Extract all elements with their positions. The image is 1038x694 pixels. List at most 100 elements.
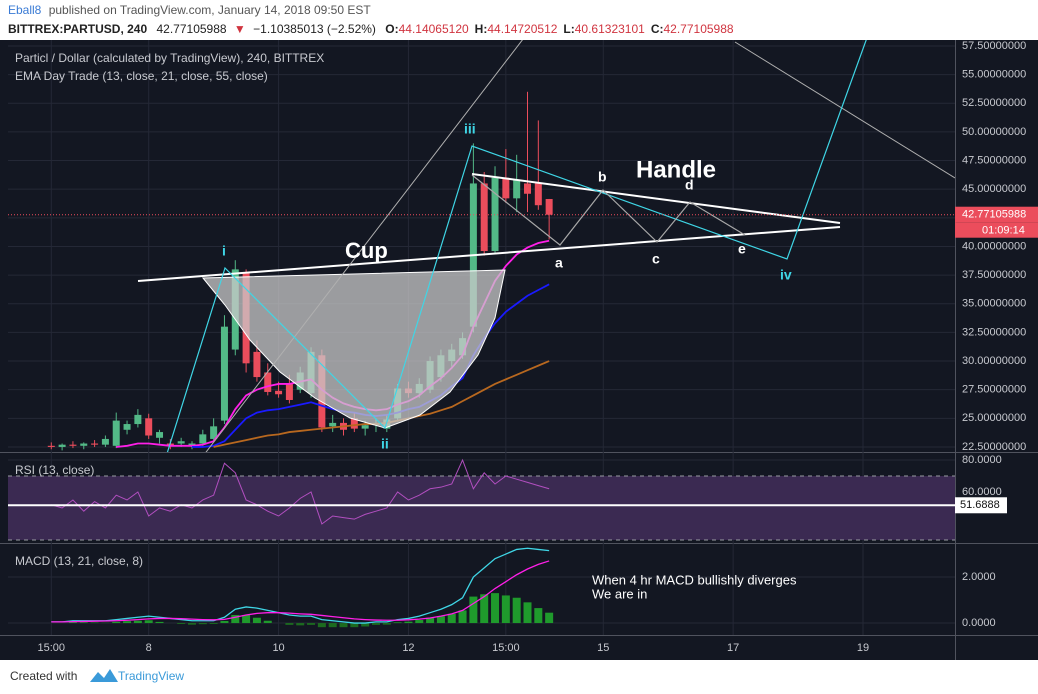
histogram-bar	[252, 617, 261, 624]
abcde-path	[471, 174, 746, 246]
arrow: ▼	[234, 22, 246, 36]
candle-body	[145, 418, 153, 436]
change: −1.10385013 (−2.52%)	[253, 22, 376, 36]
y-tick-label: 60.0000	[962, 486, 1002, 498]
annotation: ii	[381, 436, 389, 452]
ohlc-value: 42.77105988	[664, 22, 734, 36]
candle-body	[220, 326, 228, 421]
candle-body	[199, 434, 207, 444]
x-tick-label: 10	[272, 642, 284, 654]
histogram-bar	[350, 623, 359, 628]
x-tick-label: 15:00	[492, 642, 520, 654]
x-tick-label: 17	[727, 642, 739, 654]
histogram-bar	[404, 621, 413, 624]
histogram-bar	[177, 623, 186, 624]
histogram-bar	[382, 623, 391, 625]
histogram-bar	[534, 608, 543, 624]
candle-body	[534, 183, 542, 206]
histogram-bar	[112, 621, 121, 624]
y-tick-label: 50.00000000	[962, 126, 1026, 138]
rsi-pane	[8, 452, 955, 543]
candle-body	[188, 443, 196, 446]
rsi-last-label: 51.6888	[960, 499, 1000, 511]
annotation: e	[738, 241, 746, 257]
annotation: i	[222, 243, 226, 259]
candle-body	[285, 383, 293, 400]
rsi-last-box	[955, 497, 1007, 514]
y-tick-label: 27.50000000	[962, 384, 1026, 396]
histogram-bar	[317, 623, 326, 628]
histogram-bar	[371, 623, 380, 625]
macd-line	[51, 560, 550, 623]
macd-line	[51, 547, 550, 624]
trend-line	[471, 173, 841, 224]
histogram-bar	[328, 623, 337, 628]
annotation: c	[652, 251, 660, 267]
candle-body	[253, 351, 261, 378]
pane-title: MACD (13, 21, close, 8)	[15, 554, 143, 568]
histogram-bar	[307, 623, 316, 625]
annotation: a	[555, 255, 563, 271]
histogram-bar	[263, 620, 272, 624]
header-line: Eball8 published on TradingView.com, Jan…	[8, 3, 371, 17]
diagonal-line	[205, 40, 523, 452]
histogram-bar	[296, 623, 305, 626]
y-tick-label: 37.50000000	[962, 269, 1026, 281]
candle-body	[134, 414, 142, 425]
candle-body	[47, 445, 55, 447]
ohlc-value: 44.14720512	[487, 22, 557, 36]
y-tick-label: 22.50000000	[962, 441, 1026, 453]
annotation: Handle	[636, 156, 716, 183]
last-price-label: 42.77105988	[962, 209, 1026, 221]
histogram-bar	[144, 620, 153, 624]
candle-body	[491, 177, 499, 252]
candle-body	[480, 183, 488, 252]
histogram-bar	[231, 614, 240, 624]
countdown: 01:09:14	[982, 225, 1025, 237]
symbol-line: BITTREX:PARTUSD, 240 42.77105988 ▼ −1.10…	[8, 22, 734, 36]
annotation: d	[685, 177, 694, 193]
candle-body	[58, 444, 66, 447]
countdown-box	[955, 222, 1038, 238]
x-tick-label: 15:00	[38, 642, 66, 654]
x-tick-label: 19	[857, 642, 869, 654]
candle-body	[91, 443, 99, 445]
histogram-bar	[242, 614, 251, 624]
y-tick-label: 52.50000000	[962, 97, 1026, 109]
diagonal-line	[734, 41, 955, 179]
logo	[90, 669, 118, 682]
chart-bg	[0, 40, 1038, 660]
histogram-bar	[491, 593, 500, 624]
macd-pane	[8, 543, 955, 635]
candle-body	[177, 441, 185, 444]
candle-body	[69, 444, 77, 446]
annotation: Cup	[345, 238, 388, 263]
histogram-bar	[361, 623, 370, 627]
ohlc-value: 44.14065120	[399, 22, 469, 36]
y-tick-label: 25.00000000	[962, 412, 1026, 424]
histogram-bar	[447, 613, 456, 624]
candle-body	[101, 438, 109, 445]
histogram-bar	[133, 620, 142, 624]
last-price-box	[955, 206, 1038, 223]
histogram-bar	[426, 617, 435, 624]
candle-body	[210, 426, 218, 439]
histogram-bar	[123, 621, 132, 624]
y-tick-label: 80.0000	[962, 454, 1002, 466]
candle-body	[523, 183, 531, 194]
pane-title: RSI (13, close)	[15, 463, 94, 477]
histogram-bar	[68, 622, 77, 624]
y-tick-label: 45.00000000	[962, 183, 1026, 195]
x-tick-label: 8	[146, 642, 152, 654]
annotation: b	[598, 169, 607, 185]
y-tick-label: 55.00000000	[962, 69, 1026, 81]
candle-body	[123, 424, 131, 430]
annotation: iv	[780, 267, 792, 283]
y-tick-label: 0.0000	[962, 617, 996, 629]
rsi-band	[8, 475, 955, 540]
pane-title: Particl / Dollar (calculated by TradingV…	[15, 51, 324, 65]
y-tick-label: 40.00000000	[962, 240, 1026, 252]
histogram-bar	[155, 621, 164, 624]
